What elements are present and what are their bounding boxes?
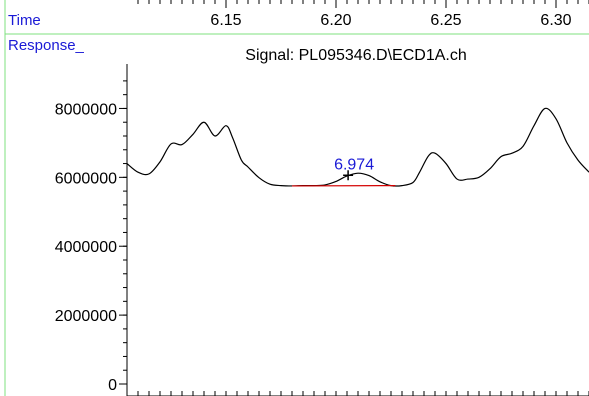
x-tick-label: 6.30 [540, 12, 571, 29]
x-tick-label: 6.15 [210, 12, 241, 29]
y-tick-label: 8000000 [55, 101, 117, 118]
x-tick-label: 6.25 [430, 12, 461, 29]
y-tick-label: 2000000 [55, 308, 117, 325]
x-axis-name: Time [8, 12, 41, 29]
y-tick-label: 6000000 [55, 170, 117, 187]
chart-title: Signal: PL095346.D\ECD1A.ch [245, 47, 466, 64]
x-tick-label: 6.20 [320, 12, 351, 29]
peak-label: 6.974 [334, 156, 374, 173]
y-axis-name: Response_ [8, 37, 85, 54]
y-tick-label: 4000000 [55, 239, 117, 256]
y-tick-label: 0 [108, 377, 117, 394]
signal-trace [126, 107, 589, 187]
